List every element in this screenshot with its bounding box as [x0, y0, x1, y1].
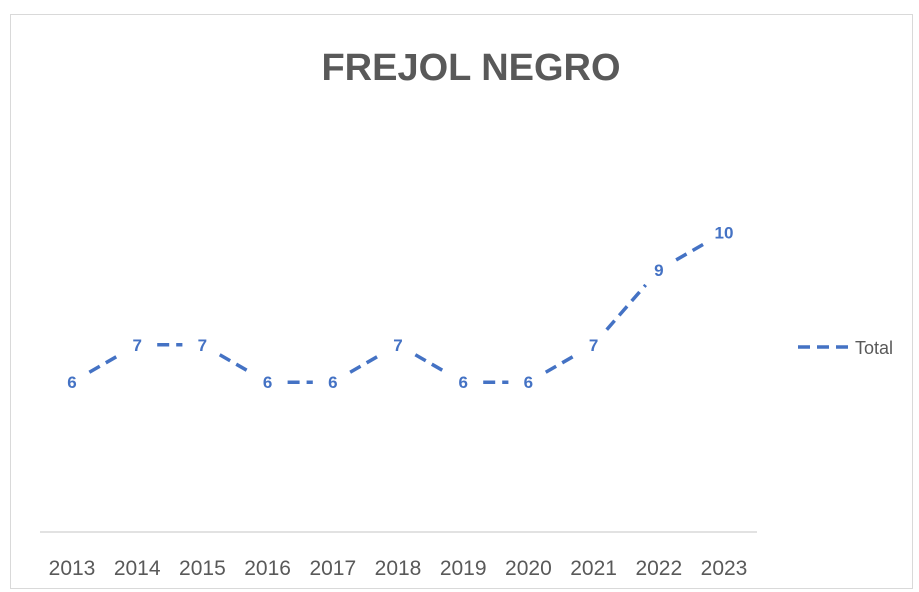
data-label: 6 — [328, 373, 337, 392]
data-label: 6 — [263, 373, 272, 392]
legend: Total — [798, 338, 893, 358]
chart-frame — [10, 14, 913, 589]
x-tick-label: 2021 — [570, 557, 617, 580]
series-line-segment — [605, 283, 647, 331]
series-line-segment — [88, 353, 121, 374]
data-label: 7 — [132, 336, 141, 355]
data-label: 6 — [524, 373, 533, 392]
series-line-segment — [414, 353, 447, 374]
x-tick-label: 2022 — [635, 557, 682, 580]
data-label: 10 — [715, 223, 734, 242]
data-label: 6 — [67, 373, 76, 392]
series-line-segment — [544, 353, 578, 374]
data-label: 6 — [458, 373, 467, 392]
x-tick-label: 2015 — [179, 557, 226, 580]
legend-label-total: Total — [855, 338, 893, 358]
series-group — [88, 240, 708, 384]
x-tick-label: 2020 — [505, 557, 552, 580]
x-tick-label: 2019 — [440, 557, 487, 580]
data-label: 7 — [589, 336, 598, 355]
x-tick-label: 2023 — [701, 557, 748, 580]
data-label: 7 — [393, 336, 402, 355]
x-tick-label: 2018 — [375, 557, 422, 580]
series-line-segment — [349, 353, 382, 374]
data-label: 7 — [198, 336, 207, 355]
series-line-segment — [675, 240, 708, 262]
data-labels-group: 6 7 7 6 6 7 6 6 7 9 10 — [67, 223, 733, 392]
data-label: 9 — [654, 261, 663, 280]
x-tick-labels: 2013 2014 2015 2016 2017 2018 2019 2020 2021 2022… — [49, 557, 748, 580]
chart-title: FREJOL NEGRO — [321, 47, 620, 89]
x-tick-label: 2017 — [309, 557, 356, 580]
x-tick-label: 2013 — [49, 557, 96, 580]
x-tick-label: 2016 — [244, 557, 291, 580]
x-tick-label: 2014 — [114, 557, 161, 580]
series-line-segment — [218, 353, 252, 374]
